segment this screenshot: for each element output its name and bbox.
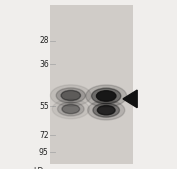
Ellipse shape	[50, 85, 91, 106]
Text: 28: 28	[39, 36, 49, 45]
Text: 95: 95	[39, 148, 49, 157]
Ellipse shape	[92, 88, 121, 104]
Ellipse shape	[97, 105, 115, 115]
Bar	[50, 5, 133, 164]
Polygon shape	[123, 90, 137, 108]
Ellipse shape	[93, 103, 119, 117]
Ellipse shape	[62, 104, 80, 114]
Ellipse shape	[86, 85, 127, 107]
Ellipse shape	[61, 90, 81, 101]
Ellipse shape	[58, 102, 84, 116]
Ellipse shape	[96, 91, 116, 101]
Ellipse shape	[88, 100, 125, 120]
Text: 55: 55	[39, 102, 49, 111]
Text: kDa: kDa	[34, 167, 49, 169]
Ellipse shape	[56, 88, 85, 103]
Ellipse shape	[52, 99, 89, 119]
Text: 36: 36	[39, 60, 49, 69]
Text: 72: 72	[39, 131, 49, 140]
